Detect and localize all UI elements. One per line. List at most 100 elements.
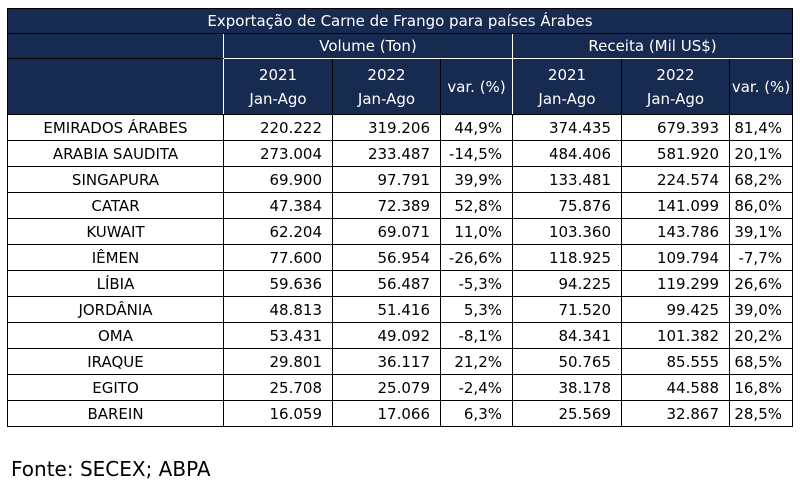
receita-var-cell: 20,2% <box>729 322 793 349</box>
receita-2021-cell: 50.765 <box>512 348 622 375</box>
country-cell: IÊMEN <box>7 244 224 271</box>
country-cell: IRAQUE <box>7 348 224 375</box>
receita-2021-header: 2021 Jan-Ago <box>512 58 622 115</box>
volume-2022-cell: 97.791 <box>332 166 441 193</box>
receita-var-cell: 26,6% <box>729 270 793 297</box>
volume-2022-cell: 49.092 <box>332 322 441 349</box>
volume-2021-cell: 220.222 <box>223 114 333 141</box>
volume-2021-cell: 25.708 <box>223 374 333 401</box>
volume-var-cell: 5,3% <box>440 296 513 323</box>
receita-2022-cell: 101.382 <box>621 322 730 349</box>
country-column-header <box>7 58 224 115</box>
table-row: SINGAPURA 69.900 97.791 39,9% 133.481 224.574… <box>7 166 793 193</box>
receita-2022-cell: 224.574 <box>621 166 730 193</box>
country-cell: SINGAPURA <box>7 166 224 193</box>
volume-var-cell: 21,2% <box>440 348 513 375</box>
volume-2021-cell: 273.004 <box>223 140 333 167</box>
volume-var-cell: 11,0% <box>440 218 513 245</box>
receita-2022-cell: 99.425 <box>621 296 730 323</box>
receita-var-cell: 68,5% <box>729 348 793 375</box>
table-body: EMIRADOS ÁRABES 220.222 319.206 44,9% 374.43… <box>7 114 793 427</box>
receita-group-header: Receita (Mil US$) <box>512 33 793 59</box>
volume-var-cell: 44,9% <box>440 114 513 141</box>
volume-var-cell: 6,3% <box>440 400 513 427</box>
volume-var-header: var. (%) <box>440 58 513 115</box>
export-table: Exportação de Carne de Frango para paíse… <box>7 8 793 427</box>
table-title: Exportação de Carne de Frango para paíse… <box>7 8 793 34</box>
volume-2022-cell: 233.487 <box>332 140 441 167</box>
receita-var-cell: 39,1% <box>729 218 793 245</box>
volume-group-header: Volume (Ton) <box>223 33 513 59</box>
volume-2021-cell: 77.600 <box>223 244 333 271</box>
table-row: OMA 53.431 49.092 -8,1% 84.341 101.382 20,2% <box>7 322 793 349</box>
volume-var-cell: -2,4% <box>440 374 513 401</box>
volume-2022-cell: 72.389 <box>332 192 441 219</box>
receita-var-cell: 16,8% <box>729 374 793 401</box>
volume-var-cell: 39,9% <box>440 166 513 193</box>
volume-2021-header: 2021 Jan-Ago <box>223 58 333 115</box>
volume-2022-cell: 36.117 <box>332 348 441 375</box>
country-cell: JORDÂNIA <box>7 296 224 323</box>
table-row: BAREIN 16.059 17.066 6,3% 25.569 32.867 28,5% <box>7 400 793 427</box>
table-row: EGITO 25.708 25.079 -2,4% 38.178 44.588 16,8% <box>7 374 793 401</box>
source-note: Fonte: SECEX; ABPA <box>11 457 211 481</box>
volume-2021-cell: 59.636 <box>223 270 333 297</box>
receita-2021-cell: 25.569 <box>512 400 622 427</box>
receita-2021-cell: 94.225 <box>512 270 622 297</box>
volume-var-cell: 52,8% <box>440 192 513 219</box>
table-row: ARABIA SAUDITA 273.004 233.487 -14,5% 484.40… <box>7 140 793 167</box>
receita-var-cell: 68,2% <box>729 166 793 193</box>
country-header-blank <box>7 33 224 59</box>
country-cell: EGITO <box>7 374 224 401</box>
receita-2022-cell: 44.588 <box>621 374 730 401</box>
volume-2022-cell: 56.487 <box>332 270 441 297</box>
receita-var-cell: -7,7% <box>729 244 793 271</box>
table-row: LÍBIA 59.636 56.487 -5,3% 94.225 119.299 26,6% <box>7 270 793 297</box>
receita-2022-cell: 109.794 <box>621 244 730 271</box>
table-row: KUWAIT 62.204 69.071 11,0% 103.360 143.786 39,… <box>7 218 793 245</box>
volume-2021-cell: 53.431 <box>223 322 333 349</box>
volume-2022-cell: 17.066 <box>332 400 441 427</box>
receita-2021-cell: 103.360 <box>512 218 622 245</box>
volume-var-cell: -26,6% <box>440 244 513 271</box>
table-row: JORDÂNIA 48.813 51.416 5,3% 71.520 99.425 39,0… <box>7 296 793 323</box>
receita-2021-cell: 374.435 <box>512 114 622 141</box>
volume-2022-cell: 319.206 <box>332 114 441 141</box>
volume-2021-cell: 16.059 <box>223 400 333 427</box>
volume-2021-cell: 48.813 <box>223 296 333 323</box>
country-cell: CATAR <box>7 192 224 219</box>
receita-2021-cell: 484.406 <box>512 140 622 167</box>
volume-2022-cell: 56.954 <box>332 244 441 271</box>
receita-2022-cell: 141.099 <box>621 192 730 219</box>
receita-var-cell: 81,4% <box>729 114 793 141</box>
country-cell: LÍBIA <box>7 270 224 297</box>
table-row: CATAR 47.384 72.389 52,8% 75.876 141.099 86,0% <box>7 192 793 219</box>
receita-2022-cell: 32.867 <box>621 400 730 427</box>
receita-2022-header: 2022 Jan-Ago <box>621 58 730 115</box>
country-cell: KUWAIT <box>7 218 224 245</box>
volume-2021-cell: 47.384 <box>223 192 333 219</box>
receita-var-header: var. (%) <box>729 58 793 115</box>
receita-var-cell: 20,1% <box>729 140 793 167</box>
volume-2022-cell: 25.079 <box>332 374 441 401</box>
receita-2021-cell: 84.341 <box>512 322 622 349</box>
table-row: IÊMEN 77.600 56.954 -26,6% 118.925 109.794 -7,… <box>7 244 793 271</box>
receita-2021-cell: 75.876 <box>512 192 622 219</box>
receita-2021-cell: 38.178 <box>512 374 622 401</box>
country-cell: ARABIA SAUDITA <box>7 140 224 167</box>
receita-var-cell: 39,0% <box>729 296 793 323</box>
volume-2022-header: 2022 Jan-Ago <box>332 58 441 115</box>
receita-2022-cell: 679.393 <box>621 114 730 141</box>
volume-2021-cell: 62.204 <box>223 218 333 245</box>
volume-var-cell: -5,3% <box>440 270 513 297</box>
table-row: EMIRADOS ÁRABES 220.222 319.206 44,9% 374.43… <box>7 114 793 141</box>
receita-2021-cell: 71.520 <box>512 296 622 323</box>
receita-2022-cell: 119.299 <box>621 270 730 297</box>
receita-2021-cell: 118.925 <box>512 244 622 271</box>
receita-var-cell: 86,0% <box>729 192 793 219</box>
volume-var-cell: -14,5% <box>440 140 513 167</box>
country-cell: BAREIN <box>7 400 224 427</box>
table-row: IRAQUE 29.801 36.117 21,2% 50.765 85.555 68,5% <box>7 348 793 375</box>
receita-2022-cell: 143.786 <box>621 218 730 245</box>
volume-2022-cell: 51.416 <box>332 296 441 323</box>
